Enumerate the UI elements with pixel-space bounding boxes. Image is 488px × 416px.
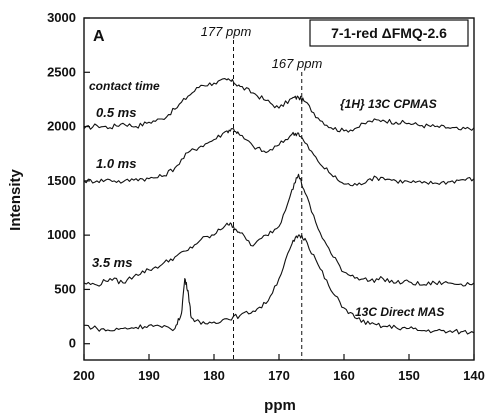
panel-letter: A xyxy=(93,28,105,45)
x-tick-label: 190 xyxy=(138,368,160,383)
x-axis-title: ppm xyxy=(264,397,296,414)
x-tick-label: 160 xyxy=(333,368,355,383)
x-tick-label: 180 xyxy=(203,368,225,383)
spectrum-trace-3 xyxy=(83,173,475,287)
y-tick-label: 1500 xyxy=(47,173,76,188)
ref-line-label-167: 167 ppm xyxy=(272,56,323,71)
spectrum-trace-1 xyxy=(83,78,475,133)
contact-time-heading: contact time xyxy=(89,79,160,93)
sample-label-box: 7-1-red ΔFMQ-2.6 xyxy=(309,19,469,47)
reference-lines xyxy=(233,40,303,360)
spectra-traces xyxy=(83,78,475,335)
series-label-1-0ms: 1.0 ms xyxy=(96,156,136,171)
y-tick-label: 500 xyxy=(54,281,76,296)
x-tick-label: 200 xyxy=(73,368,95,383)
plot-frame xyxy=(83,17,475,361)
x-tick-label: 170 xyxy=(268,368,290,383)
y-tick-label: 2500 xyxy=(47,64,76,79)
axis-ticks: 200 190 180 170 160 150 140 0 500 1000 1500 2000 250… xyxy=(47,10,485,383)
y-tick-label: 3000 xyxy=(47,10,76,25)
y-tick-label: 1000 xyxy=(47,227,76,242)
direct-mas-label: 13C Direct MAS xyxy=(355,305,444,319)
cpmas-label: {1H} 13C CPMAS xyxy=(340,97,437,111)
ref-line-label-177: 177 ppm xyxy=(201,24,252,39)
y-tick-label: 0 xyxy=(69,336,76,351)
spectrum-trace-2 xyxy=(83,128,475,187)
series-label-3-5ms: 3.5 ms xyxy=(92,255,132,270)
x-tick-label: 150 xyxy=(398,368,420,383)
y-tick-label: 2000 xyxy=(47,119,76,134)
sample-label: 7-1-red ΔFMQ-2.6 xyxy=(331,25,447,41)
spectrum-trace-4 xyxy=(84,234,475,335)
y-axis-title: Intensity xyxy=(7,169,24,231)
series-label-0-5ms: 0.5 ms xyxy=(96,105,136,120)
x-tick-label: 140 xyxy=(463,368,485,383)
sample-label-frame xyxy=(309,19,469,47)
